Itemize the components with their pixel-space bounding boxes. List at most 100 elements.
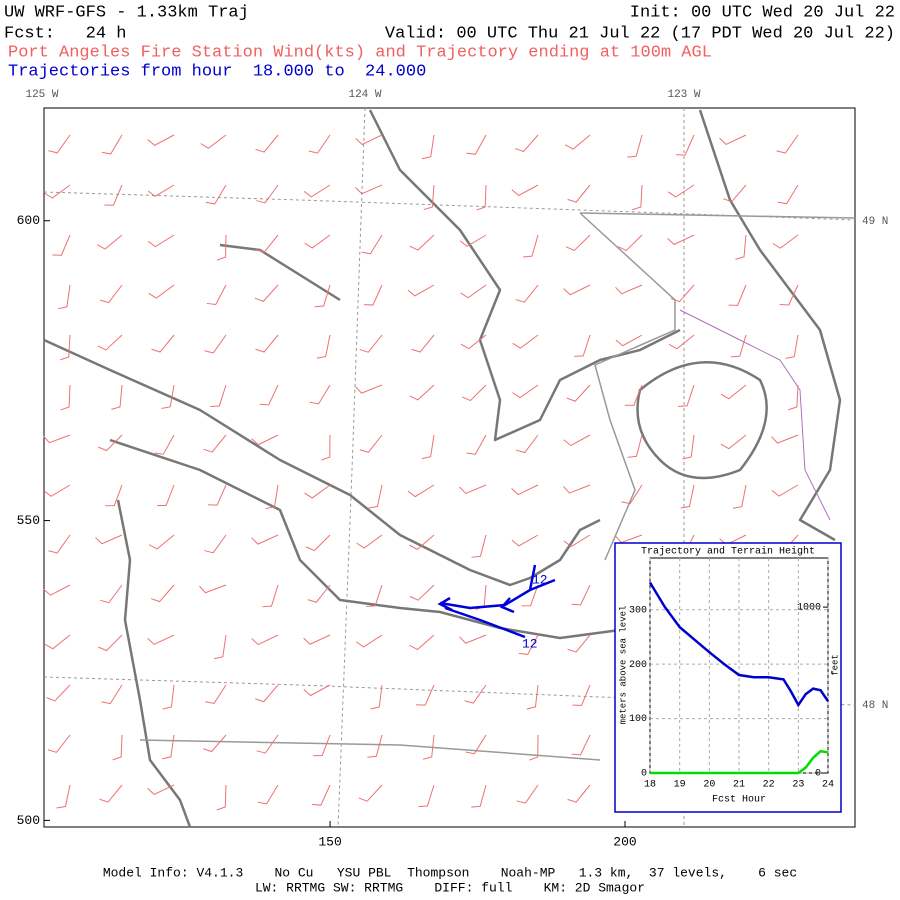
- x-tick-label: 22: [763, 780, 775, 791]
- wind-barb: [512, 334, 539, 349]
- wind-barb: [518, 634, 539, 655]
- trajectory-arrow: [499, 597, 515, 614]
- subtitle: Port Angeles Fire Station Wind(kts) and …: [8, 43, 712, 62]
- y-tick-label: 200: [629, 660, 647, 671]
- wind-barb: [511, 184, 539, 197]
- wind-barb: [44, 634, 71, 650]
- longitude-line: [337, 107, 366, 828]
- wind-barb: [259, 384, 279, 406]
- wind-barb: [521, 584, 539, 607]
- y-tick-label: 600: [17, 213, 40, 228]
- y-tick-label: 550: [17, 513, 40, 528]
- wind-barb: [423, 184, 435, 211]
- y2-tick-label: 0: [815, 769, 821, 780]
- wind-barb: [776, 134, 799, 154]
- x-tick-label: 21: [733, 780, 745, 791]
- x-tick-label: 19: [674, 780, 686, 791]
- series-line: [648, 581, 830, 708]
- coastline: [368, 109, 681, 442]
- wind-barb: [465, 734, 487, 755]
- wind-barb: [99, 784, 123, 803]
- wind-barb: [367, 734, 383, 758]
- wind-barb: [305, 534, 331, 552]
- wind-barb: [667, 184, 695, 198]
- wind-barb: [199, 584, 227, 594]
- wind-barb: [262, 584, 279, 608]
- coastline: [219, 243, 341, 302]
- wind-barb: [309, 384, 331, 405]
- wind-barb: [459, 484, 487, 495]
- wind-barb: [565, 134, 591, 150]
- wind-barb: [466, 134, 487, 155]
- wind-barb: [321, 434, 331, 461]
- wind-barb: [512, 384, 539, 399]
- wind-barb: [567, 784, 591, 803]
- wind-barb: [516, 784, 539, 804]
- wind-barb: [615, 334, 643, 347]
- wind-barb: [567, 634, 591, 653]
- wind-barb: [60, 334, 71, 361]
- wind-barb: [735, 234, 747, 260]
- wind-barb: [157, 484, 175, 507]
- wind-barb: [147, 184, 175, 197]
- valid-time: Valid: 00 UTC Thu 21 Jul 22 (17 PDT Wed …: [385, 24, 895, 43]
- wind-barb: [720, 434, 747, 450]
- wind-barb: [303, 684, 331, 697]
- wind-barb: [355, 184, 383, 195]
- wind-barb: [147, 784, 175, 795]
- wind-barb: [409, 384, 435, 401]
- island: [636, 361, 768, 480]
- wind-barb: [265, 484, 279, 510]
- trajectory-label: 12: [532, 572, 548, 587]
- wind-barb: [462, 384, 487, 402]
- wind-barb: [208, 484, 227, 506]
- init-time: Init: 00 UTC Wed 20 Jul 22: [630, 3, 895, 22]
- x-tick-label: 150: [318, 834, 341, 849]
- wind-barb: [216, 234, 227, 261]
- wind-barb: [216, 784, 227, 811]
- wind-barb: [304, 234, 331, 249]
- title: UW WRF-GFS - 1.33km Traj: [4, 3, 249, 22]
- wind-barb: [719, 134, 747, 146]
- wind-barb: [58, 284, 71, 310]
- wind-barb: [112, 734, 123, 761]
- wind-barb: [409, 634, 435, 651]
- wind-barb: [255, 334, 279, 353]
- series-line: [650, 749, 829, 775]
- latitude-label: 48 N: [862, 700, 888, 712]
- wind-barb: [307, 584, 331, 603]
- wind-barb: [355, 634, 383, 648]
- forecast-hour: Fcst: 24 h: [4, 24, 126, 43]
- wind-barb: [466, 434, 487, 455]
- wind-barb: [730, 334, 747, 358]
- wind-barb: [147, 134, 175, 146]
- x-axis-label: Fcst Hour: [712, 795, 766, 806]
- wind-barb: [48, 134, 71, 154]
- wind-barb: [254, 284, 279, 302]
- wind-barb: [359, 334, 383, 353]
- wind-barb: [255, 134, 279, 153]
- trajectory-path: [528, 564, 537, 591]
- wind-barb: [104, 184, 123, 206]
- wind-barb: [308, 134, 331, 154]
- wind-barb: [304, 484, 331, 499]
- wind-barb: [147, 234, 175, 248]
- wind-barb: [571, 734, 591, 756]
- inset-chart: Trajectory and Terrain Height Fcst Hour …: [614, 542, 842, 813]
- wind-barb: [356, 534, 383, 549]
- longitude-label: 124 W: [348, 89, 381, 101]
- wind-barb: [407, 484, 435, 498]
- wind-barbs: [43, 134, 799, 811]
- border: [139, 739, 601, 761]
- trajectory-hours: Trajectories from hour 18.000 to 24.000: [8, 62, 426, 81]
- wind-barb: [566, 384, 591, 402]
- coastline: [116, 499, 192, 828]
- wind-barb: [251, 434, 279, 446]
- wind-barb: [162, 684, 175, 710]
- wind-barb: [418, 784, 435, 808]
- wind-barb: [161, 384, 175, 409]
- wind-barb: [459, 634, 487, 644]
- wind-barb: [421, 434, 435, 460]
- map: 12 12 125 W 124 W 123 W 49 N 48 N 150 200…: [17, 89, 889, 850]
- wind-barb: [202, 734, 227, 753]
